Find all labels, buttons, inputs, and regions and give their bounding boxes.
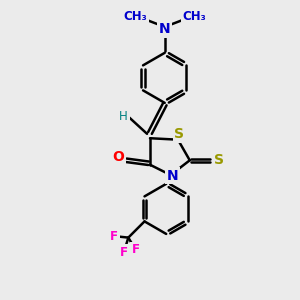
Text: H: H — [119, 110, 128, 123]
Text: O: O — [112, 150, 124, 164]
Text: S: S — [214, 153, 224, 167]
Text: S: S — [174, 128, 184, 141]
Text: F: F — [132, 244, 140, 256]
Text: N: N — [166, 169, 178, 183]
Text: F: F — [120, 246, 128, 259]
Text: CH₃: CH₃ — [182, 10, 206, 22]
Text: F: F — [110, 230, 118, 243]
Text: N: N — [159, 22, 170, 36]
Text: CH₃: CH₃ — [123, 10, 147, 22]
